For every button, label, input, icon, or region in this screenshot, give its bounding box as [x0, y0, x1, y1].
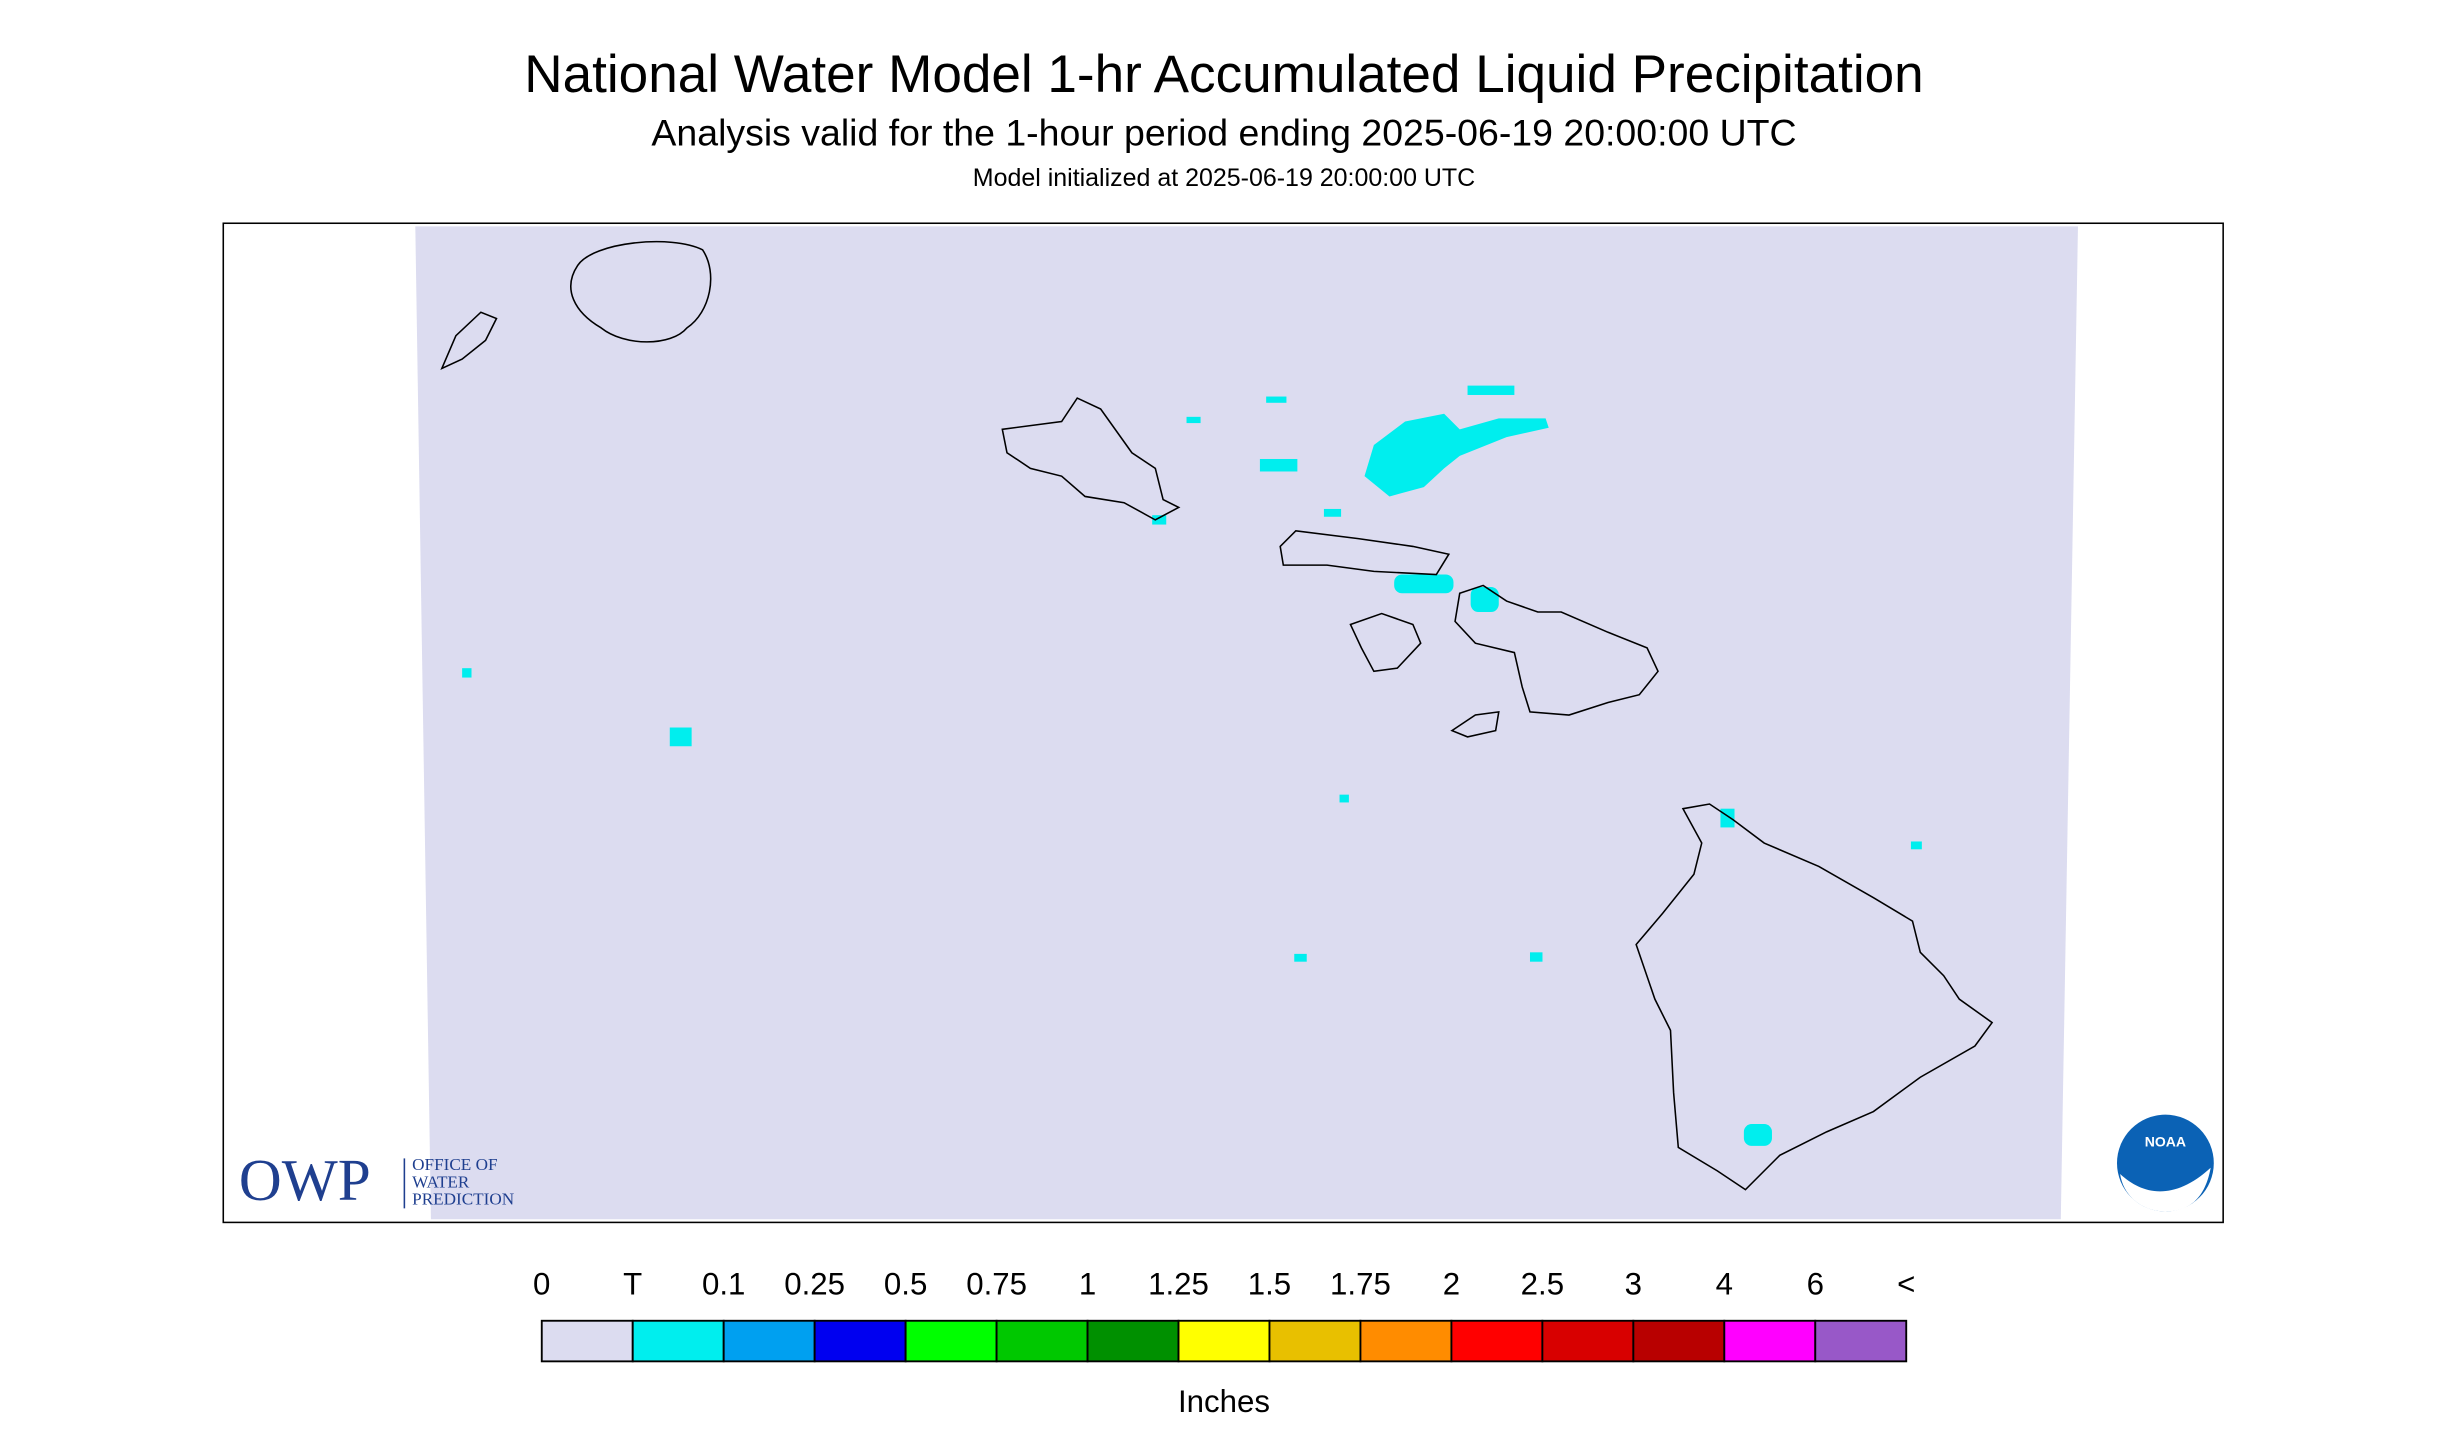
legend-label: 0.1: [702, 1267, 745, 1302]
precip-area: [1467, 385, 1515, 395]
coastlines: [440, 240, 1994, 1191]
legend-label: 1.25: [1148, 1267, 1209, 1302]
legend-swatch: [1632, 1319, 1726, 1363]
legend-label: <: [1897, 1267, 1915, 1302]
legend-swatch: [631, 1319, 725, 1363]
precip-area: [462, 668, 472, 678]
precip-area: [1743, 1124, 1772, 1146]
legend-label: 4: [1716, 1267, 1733, 1302]
legend-swatch: [1086, 1319, 1180, 1363]
precip-area: [1152, 515, 1167, 525]
precip-area: [1339, 794, 1349, 803]
coastline: [1635, 803, 1994, 1191]
legend-label: 6: [1807, 1267, 1824, 1302]
coastline: [1454, 584, 1659, 716]
legend-swatch: [1814, 1319, 1908, 1363]
subtitle: Analysis valid for the 1-hour period end…: [651, 112, 1796, 154]
legend-label: 0.25: [784, 1267, 845, 1302]
coastline: [570, 240, 712, 343]
owp-logo-line: OFFICE OF: [412, 1155, 497, 1174]
owp-logo-line: PREDICTION: [412, 1189, 514, 1208]
legend-swatch: [722, 1319, 816, 1363]
init-time: Model initialized at 2025-06-19 20:00:00…: [973, 164, 1475, 192]
legend-label: 2: [1443, 1267, 1460, 1302]
coastline: [1349, 612, 1422, 673]
precip-area: [1294, 953, 1307, 962]
legend-label: 3: [1625, 1267, 1642, 1302]
title: National Water Model 1-hr Accumulated Li…: [524, 45, 1923, 104]
legend-label: 0.5: [884, 1267, 927, 1302]
precip-area: [1266, 396, 1287, 403]
legend-swatch: [1268, 1319, 1362, 1363]
precip-areas: [462, 385, 1922, 1146]
noaa-text: NOAA: [2145, 1134, 2186, 1150]
precip-area: [669, 727, 692, 747]
owp-logo-text: OWP: [239, 1147, 371, 1213]
legend-swatch: [904, 1319, 998, 1363]
coastline: [440, 311, 498, 371]
legend: 0 T 0.1 0.25 0.5 0.75 1 1.25 1.5 1.75 2 2.5 3 4 6 <: [533, 1267, 1915, 1363]
legend-swatch: [1723, 1319, 1817, 1363]
legend-swatch: [995, 1319, 1089, 1363]
legend-swatch: [1541, 1319, 1635, 1363]
precip-area: [1394, 574, 1454, 594]
precip-area: [1720, 808, 1735, 828]
owp-logo: OWP OFFICE OF WATER PREDICTION: [239, 1147, 514, 1213]
legend-label: 0: [533, 1267, 550, 1302]
legend-label: T: [623, 1267, 642, 1302]
coastline: [1450, 710, 1500, 738]
legend-label: 1.5: [1248, 1267, 1291, 1302]
legend-label: 1: [1079, 1267, 1096, 1302]
model-domain: [415, 226, 2078, 1220]
coastline: [1279, 529, 1451, 576]
legend-swatch: [1450, 1319, 1544, 1363]
noaa-wave: [2120, 1167, 2211, 1212]
precip-area: [1529, 952, 1543, 962]
legend-swatch: [813, 1319, 907, 1363]
legend-swatch: [1359, 1319, 1453, 1363]
legend-swatch: [1177, 1319, 1271, 1363]
legend-label: 1.75: [1330, 1267, 1391, 1302]
precip-area: [1323, 508, 1342, 517]
precip-area: [1910, 841, 1922, 850]
owp-logo-line: WATER: [412, 1172, 470, 1191]
precip-area: [1470, 587, 1499, 612]
legend-label: 0.75: [966, 1267, 1027, 1302]
legend-unit: Inches: [1178, 1384, 1270, 1419]
precip-area: [1364, 413, 1549, 497]
legend-label: 2.5: [1521, 1267, 1564, 1302]
coastline: [1001, 397, 1181, 521]
precip-area: [1259, 458, 1298, 472]
legend-swatch: [540, 1319, 634, 1363]
precip-area: [1186, 416, 1201, 424]
noaa-logo: NOAA: [2116, 1114, 2214, 1212]
